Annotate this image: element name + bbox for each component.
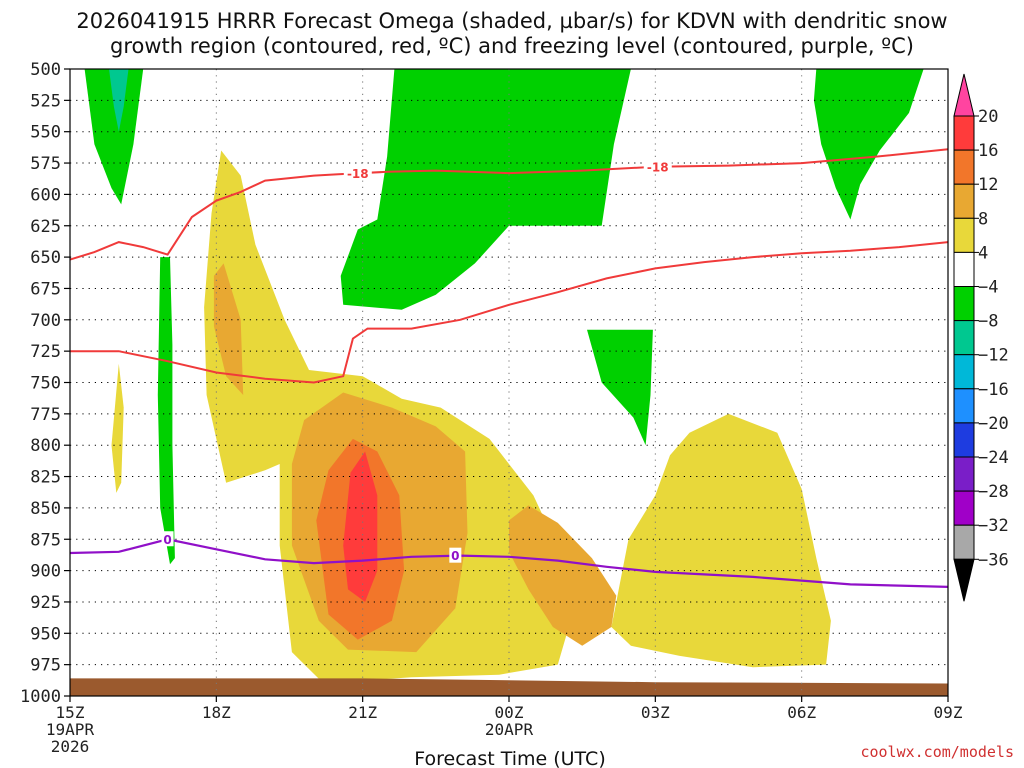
colorbar-box-6 bbox=[953, 320, 975, 356]
y-tick-label-950: 950 bbox=[30, 624, 61, 644]
colorbar-label-0: 20 bbox=[978, 107, 998, 127]
omega-region-3 bbox=[813, 69, 924, 220]
omega-region-13 bbox=[343, 451, 378, 602]
dgz-contour-upper-label-1: -18 bbox=[647, 160, 669, 174]
chart-title-line-1: 2026041915 HRRR Forecast Omega (shaded, … bbox=[76, 9, 947, 33]
pressure-axis: 500 525 550 575 600 625 650 675 700 725 750 775 800 8… bbox=[20, 60, 70, 707]
y-tick-label-500: 500 bbox=[30, 60, 61, 80]
y-tick-label-700: 700 bbox=[30, 311, 61, 331]
omega-region-2 bbox=[340, 69, 631, 310]
colorbar-label-11: −28 bbox=[978, 482, 1009, 502]
freezing-level-line-label-bg-0 bbox=[161, 531, 174, 547]
omega-region-7 bbox=[611, 413, 831, 668]
omega-region-10 bbox=[509, 505, 617, 646]
x-tick-label-0-1: 19APR bbox=[46, 720, 95, 739]
colorbar-label-12: −32 bbox=[978, 516, 1009, 536]
contour-layer: -18 -18 0 0 bbox=[69, 148, 949, 588]
colorbar-label-4: 4 bbox=[978, 243, 988, 263]
colorbar-label-5: −4 bbox=[978, 278, 998, 298]
freezing-level-line-label-bg-1 bbox=[449, 547, 462, 563]
omega-region-5 bbox=[157, 257, 175, 565]
y-tick-label-975: 975 bbox=[30, 656, 61, 676]
colorbar-box-7 bbox=[953, 354, 975, 390]
colorbar-label-9: −20 bbox=[978, 414, 1009, 434]
colorbar-label-2: 12 bbox=[978, 175, 998, 195]
x-tick-label-9-1: 20APR bbox=[485, 720, 534, 739]
omega-region-0 bbox=[84, 69, 144, 205]
x-tick-label-12-0: 03Z bbox=[641, 703, 670, 722]
colorbar-box-11 bbox=[953, 490, 975, 526]
grid-layer bbox=[70, 69, 948, 696]
colorbar-label-13: −36 bbox=[978, 550, 1009, 570]
omega-region-1 bbox=[109, 69, 129, 132]
x-tick-label-15-0: 06Z bbox=[787, 703, 816, 722]
dgz-contour-lower bbox=[70, 241, 949, 384]
omega-region-4 bbox=[587, 329, 653, 446]
y-tick-label-875: 875 bbox=[30, 530, 61, 550]
omega-shading-layer bbox=[84, 69, 924, 684]
colorbar-label-6: −8 bbox=[978, 312, 998, 332]
y-tick-label-675: 675 bbox=[30, 279, 61, 299]
x-axis-label: Forecast Time (UTC) bbox=[414, 748, 605, 768]
x-tick-label-0-0: 15Z bbox=[56, 703, 85, 722]
y-tick-label-575: 575 bbox=[30, 154, 61, 174]
y-tick-label-850: 850 bbox=[30, 499, 61, 519]
y-tick-label-625: 625 bbox=[30, 217, 61, 237]
chart-title-line-2: growth region (contoured, red, ºC) and f… bbox=[110, 34, 914, 58]
colorbar-box-8 bbox=[953, 388, 975, 424]
dgz-contour-upper-label-0: -18 bbox=[347, 167, 369, 181]
dgz-contour-upper bbox=[69, 148, 949, 261]
y-tick-label-550: 550 bbox=[30, 123, 61, 143]
freezing-level-line-label-0: 0 bbox=[163, 533, 171, 547]
y-tick-label-1000: 1000 bbox=[20, 687, 61, 707]
y-tick-label-600: 600 bbox=[30, 185, 61, 205]
colorbar-bottom-arrow bbox=[953, 558, 975, 602]
x-tick-label-18-0: 09Z bbox=[934, 703, 963, 722]
x-tick-label-3-0: 18Z bbox=[202, 703, 231, 722]
y-tick-label-525: 525 bbox=[30, 91, 61, 111]
x-tick-label-6-0: 21Z bbox=[348, 703, 377, 722]
ground-layer bbox=[70, 678, 948, 696]
omega-region-11 bbox=[213, 263, 244, 395]
colorbar-box-2 bbox=[953, 183, 975, 219]
omega-region-8 bbox=[111, 363, 124, 493]
x-tick-label-0-2: 2026 bbox=[51, 737, 90, 756]
colorbar-box-10 bbox=[953, 456, 975, 492]
dgz-contour-upper-label-bg-0 bbox=[343, 165, 372, 181]
colorbar-label-10: −24 bbox=[978, 448, 1009, 468]
y-tick-label-750: 750 bbox=[30, 374, 61, 394]
y-tick-label-725: 725 bbox=[30, 342, 61, 362]
x-tick-label-9-0: 00Z bbox=[495, 703, 524, 722]
colorbar-label-7: −12 bbox=[978, 346, 1009, 366]
freezing-level-line bbox=[69, 538, 949, 588]
colorbar-box-5 bbox=[953, 286, 975, 322]
colorbar-box-1 bbox=[953, 149, 975, 185]
dgz-contour-upper-label-bg-1 bbox=[643, 158, 672, 174]
y-tick-label-775: 775 bbox=[30, 405, 61, 425]
colorbar-box-4 bbox=[953, 251, 975, 287]
y-tick-label-650: 650 bbox=[30, 248, 61, 268]
colorbar-top-arrow bbox=[953, 73, 975, 117]
freezing-level-line-label-1: 0 bbox=[451, 549, 459, 563]
colorbar-box-3 bbox=[953, 217, 975, 253]
colorbar-box-12 bbox=[953, 524, 975, 560]
colorbar: 20 16 12 8 4 −4 −8 −12 −16 −20 −24 −28 −32 −36 bbox=[953, 73, 1009, 602]
colorbar-label-3: 8 bbox=[978, 209, 988, 229]
ground-shading bbox=[70, 678, 948, 696]
y-tick-label-825: 825 bbox=[30, 468, 61, 488]
colorbar-label-8: −16 bbox=[978, 380, 1009, 400]
y-tick-label-900: 900 bbox=[30, 562, 61, 582]
y-tick-label-925: 925 bbox=[30, 593, 61, 613]
colorbar-box-0 bbox=[953, 115, 975, 151]
y-tick-label-800: 800 bbox=[30, 436, 61, 456]
colorbar-label-1: 16 bbox=[978, 141, 998, 161]
colorbar-box-9 bbox=[953, 422, 975, 458]
credit-text: coolwx.com/models bbox=[860, 743, 1014, 761]
